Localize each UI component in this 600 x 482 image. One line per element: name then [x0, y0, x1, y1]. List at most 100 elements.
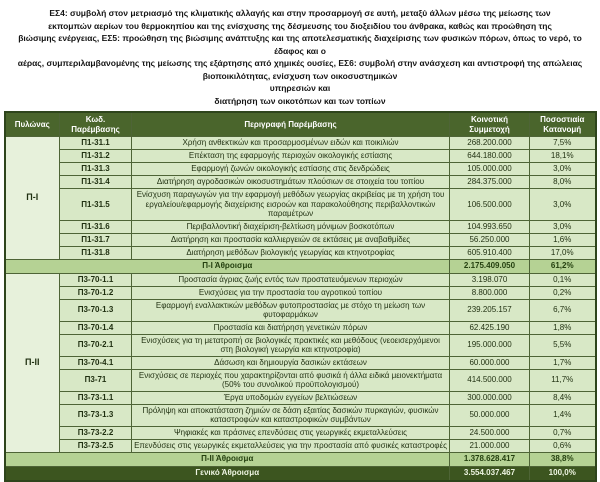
intervention-row: Π1-31.5 Ενίσχυση παραγωγών για την εφαρμο…	[5, 188, 596, 221]
community-contribution-cell: 50.000.000	[449, 403, 530, 427]
intervention-description-cell: Ψηφιακές και πράσινες επενδύσεις στις γε…	[131, 425, 450, 440]
community-contribution-cell: 644.180.000	[449, 149, 530, 163]
intro-line: διατήρηση των οικοτόπων και των τοπίων	[214, 95, 386, 106]
pillar-cell: Π-ΙΙ	[4, 272, 60, 453]
intervention-row: Π3-73-2.5 Επενδύσεις στις γεωργικές εκμετ…	[5, 438, 596, 453]
intervention-row: Π3-73-2.2 Ψηφιακές και πράσινες επενδύσει…	[5, 425, 596, 440]
intervention-row: Π1-31.7 Διατήρηση και προστασία καλλιεργε…	[5, 232, 596, 247]
grand-total-amount-cell: 3.554.037.467	[449, 465, 530, 481]
intro-line: βιώσιμης ενέργειας, ΕΣ5: προώθηση της βι…	[18, 33, 582, 56]
column-header-intervention-code: Κωδ. Παρέμβασης	[59, 111, 132, 137]
intervention-description-cell: Διατήρηση αγροδασικών οικοσυστημάτων πλο…	[131, 175, 450, 189]
grand-total-label-cell: Γενικό Άθροισμα	[4, 465, 450, 481]
column-header-pillar: Πυλώνας	[4, 111, 60, 137]
percentage-allocation-cell: 0,7%	[529, 425, 596, 440]
table-header-row: Πυλώνας Κωδ. Παρέμβασης Περιγραφή Παρέμβ…	[4, 111, 596, 137]
intervention-description-cell: Προστασία άγριας ζωής εντός των προστατε…	[131, 272, 450, 287]
community-contribution-cell: 268.200.000	[449, 136, 530, 150]
community-contribution-cell: 195.000.000	[449, 333, 530, 357]
community-contribution-cell: 605.910.400	[449, 245, 530, 260]
subtotal-percentage-cell: 61,2%	[529, 258, 596, 274]
percentage-allocation-cell: 0,1%	[529, 272, 596, 287]
percentage-allocation-cell: 3,0%	[529, 188, 596, 221]
intervention-code-cell: Π1-31.4	[59, 175, 132, 189]
intervention-code-cell: Π3-70-1.2	[59, 285, 132, 300]
intervention-description-cell: Εφαρμογή ζωνών οικολογικής εστίασης στις…	[131, 162, 450, 176]
community-contribution-cell: 8.800.000	[449, 285, 530, 300]
intervention-row: Π1-31.3 Εφαρμογή ζωνών οικολογικής εστίασ…	[5, 162, 596, 176]
intervention-row: Π3-70-1.2 Ενισχύσεις για την προστασία το…	[5, 285, 596, 300]
intervention-code-cell: Π3-73-1.1	[59, 390, 132, 405]
percentage-allocation-cell: 0,6%	[529, 438, 596, 453]
percentage-allocation-cell: 5,5%	[529, 333, 596, 357]
intervention-code-cell: Π3-71	[59, 368, 132, 392]
community-contribution-cell: 56.250.000	[449, 232, 530, 247]
percentage-allocation-cell: 17,0%	[529, 245, 596, 260]
percentage-allocation-cell: 18,1%	[529, 149, 596, 163]
intervention-code-cell: Π1-31.2	[59, 149, 132, 163]
intervention-description-cell: Εφαρμογή εναλλακτικών μεθόδων φυτοπροστα…	[131, 298, 450, 322]
intervention-code-cell: Π1-31.3	[59, 162, 132, 176]
percentage-allocation-cell: 11,7%	[529, 368, 596, 392]
community-contribution-cell: 62.425.190	[449, 320, 530, 335]
community-contribution-cell: 239.205.157	[449, 298, 530, 322]
percentage-allocation-cell: 0,2%	[529, 285, 596, 300]
intervention-description-cell: Πρόληψη και αποκατάσταση ζημιών σε δάση …	[131, 403, 450, 427]
intervention-code-cell: Π1-31.6	[59, 219, 132, 234]
intervention-description-cell: Χρήση ανθεκτικών και προσαρμοσμένων ειδώ…	[131, 136, 450, 150]
intervention-row: Π1-31.6 Περιβαλλοντική διαχείριση-βελτίωσ…	[5, 219, 596, 234]
intervention-row: Π1-31.8 Διατήρηση μεθόδων βιολογικής γεωρ…	[5, 245, 596, 260]
percentage-allocation-cell: 8,0%	[529, 175, 596, 189]
pillar-subtotal-row: Π-ΙΙ Άθροισμα 1.378.628.417 38,8%	[4, 451, 596, 467]
intervention-row: Π-Ι Π1-31.1 Χρήση ανθεκτικών και προσαρμοσ…	[4, 136, 596, 260]
community-contribution-cell: 106.500.000	[449, 188, 530, 221]
intervention-row: Π3-70-1.4 Προστασία και διατήρηση γενετικ…	[5, 320, 596, 335]
intro-line: αέρας, συμπεριλαμβανομένης της μείωσης τ…	[17, 58, 583, 81]
intervention-description-cell: Έργα υποδομών εγγείων βελτιώσεων	[131, 390, 450, 405]
intervention-description-cell: Ενισχύσεις για τη μετατροπή σε βιολογικέ…	[131, 333, 450, 357]
intervention-code-cell: Π1-31.1	[59, 136, 132, 150]
percentage-allocation-cell: 8,4%	[529, 390, 596, 405]
column-header-percentage-allocation: Ποσοστιαία Κατανομή	[529, 111, 596, 137]
intervention-row: Π3-70-2.1 Ενισχύσεις για τη μετατροπή σε …	[5, 333, 596, 357]
grand-total-row: Γενικό Άθροισμα 3.554.037.467 100,0%	[4, 465, 596, 481]
intervention-code-cell: Π3-73-1.3	[59, 403, 132, 427]
community-contribution-cell: 300.000.000	[449, 390, 530, 405]
intervention-code-cell: Π3-70-1.3	[59, 298, 132, 322]
intervention-description-cell: Επενδύσεις στις γεωργικές εκμεταλλεύσεις…	[131, 438, 450, 453]
budget-allocation-table: Πυλώνας Κωδ. Παρέμβασης Περιγραφή Παρέμβ…	[3, 111, 597, 482]
intervention-description-cell: Ενισχύσεις σε περιοχές που χαρακτηρίζοντ…	[131, 368, 450, 392]
column-header-intervention-description: Περιγραφή Παρέμβασης	[131, 111, 450, 137]
percentage-allocation-cell: 7,5%	[529, 136, 596, 150]
intro-line: υπηρεσιών και	[269, 83, 331, 93]
percentage-allocation-cell: 1,4%	[529, 403, 596, 427]
intervention-code-cell: Π1-31.5	[59, 188, 132, 221]
intervention-code-cell: Π3-70-1.1	[59, 272, 132, 287]
intervention-row: Π-ΙΙ Π3-70-1.1 Προστασία άγριας ζωής εντός…	[4, 272, 596, 453]
intervention-row: Π3-73-1.3 Πρόληψη και αποκατάσταση ζημιών…	[5, 403, 596, 427]
intervention-row: Π1-31.2 Επέκταση της εφαρμογής περιοχών ο…	[5, 149, 596, 163]
objectives-intro-text: ΕΣ4: συμβολή στον μετριασμό της κλιματικ…	[4, 7, 596, 107]
community-contribution-cell: 24.500.000	[449, 425, 530, 440]
intervention-description-cell: Περιβαλλοντική διαχείριση-βελτίωση μόνιμ…	[131, 219, 450, 234]
intervention-row: Π1-31.4 Διατήρηση αγροδασικών οικοσυστημά…	[5, 175, 596, 189]
intervention-description-cell: Επέκταση της εφαρμογής περιοχών οικολογι…	[131, 149, 450, 163]
intervention-code-cell: Π1-31.7	[59, 232, 132, 247]
percentage-allocation-cell: 1,8%	[529, 320, 596, 335]
community-contribution-cell: 104.993.650	[449, 219, 530, 234]
percentage-allocation-cell: 1,7%	[529, 355, 596, 370]
subtotal-amount-cell: 2.175.409.050	[449, 258, 530, 274]
intervention-description-cell: Ενίσχυση παραγωγών για την εφαρμογή μεθό…	[131, 188, 450, 221]
percentage-allocation-cell: 3,0%	[529, 162, 596, 176]
intervention-code-cell: Π3-70-1.4	[59, 320, 132, 335]
pillar-subtotal-row: Π-Ι Άθροισμα 2.175.409.050 61,2%	[4, 258, 596, 274]
column-header-community-contribution: Κοινοτική Συμμετοχή	[449, 111, 530, 137]
subtotal-percentage-cell: 38,8%	[529, 451, 596, 467]
percentage-allocation-cell: 6,7%	[529, 298, 596, 322]
intervention-description-cell: Διατήρηση και προστασία καλλιεργειών σε …	[131, 232, 450, 247]
subtotal-label-cell: Π-ΙΙ Άθροισμα	[4, 451, 450, 467]
community-contribution-cell: 60.000.000	[449, 355, 530, 370]
intervention-code-cell: Π3-70-4.1	[59, 355, 132, 370]
grand-total-percentage-cell: 100,0%	[529, 465, 596, 481]
intervention-description-cell: Δάσωση και δημιουργία δασικών εκτάσεων	[131, 355, 450, 370]
